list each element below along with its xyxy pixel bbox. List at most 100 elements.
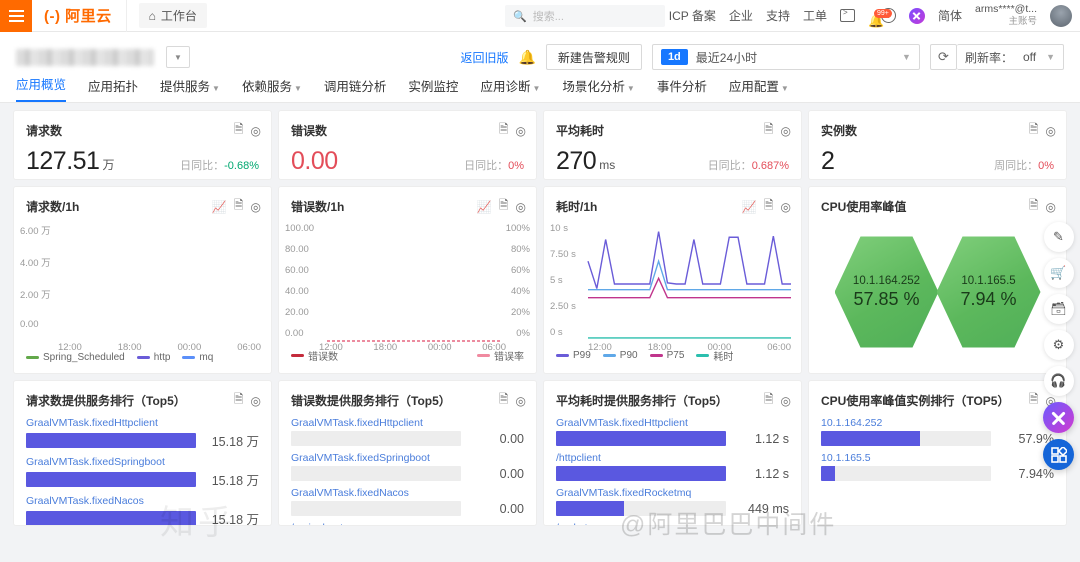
- ranking-item-name[interactable]: /rocketmq: [556, 522, 789, 525]
- console-terminal-icon[interactable]: [839, 8, 855, 22]
- topbar-link-icp[interactable]: ICP 备案: [668, 9, 716, 23]
- tab-8[interactable]: 事件分析: [657, 76, 707, 102]
- tab-7[interactable]: 场景化分析 ▼: [562, 76, 634, 102]
- tab-6[interactable]: 应用诊断 ▼: [480, 76, 540, 102]
- account-menu[interactable]: arms****@t... 主账号: [975, 3, 1037, 28]
- ranking-item-name[interactable]: GraalVMTask.fixedNacos: [291, 487, 409, 499]
- document-icon[interactable]: 🗎: [763, 392, 774, 406]
- ranking-item-name[interactable]: 10.1.164.252: [821, 417, 883, 429]
- close-rail-icon[interactable]: [1043, 402, 1074, 433]
- legend-item[interactable]: P75: [649, 350, 684, 361]
- document-icon[interactable]: 🗎: [498, 122, 509, 136]
- eye-icon[interactable]: ◎: [1045, 123, 1056, 138]
- ranking-item-name[interactable]: GraalVMTask.fixedRocketmq: [556, 487, 692, 499]
- ranking-item-name[interactable]: /httpclient: [556, 452, 601, 464]
- tab-9[interactable]: 应用配置 ▼: [729, 76, 789, 102]
- tab-0[interactable]: 应用概览: [16, 74, 67, 102]
- account-type: 主账号: [1008, 16, 1037, 28]
- language-switch[interactable]: 简体: [937, 9, 962, 23]
- alert-bell-icon[interactable]: 🔔: [518, 48, 536, 65]
- new-alert-rule-button[interactable]: 新建告警规则: [545, 44, 642, 70]
- legend-item[interactable]: mq: [182, 352, 213, 363]
- eye-icon[interactable]: ◎: [780, 123, 791, 138]
- eye-icon[interactable]: ◎: [250, 393, 261, 408]
- time-range-picker[interactable]: 1d 最近24小时 ▼: [651, 44, 920, 70]
- chart-title: 耗时/1h: [556, 200, 598, 214]
- avatar[interactable]: [1050, 4, 1072, 27]
- document-icon[interactable]: 🗎: [1028, 122, 1039, 136]
- legend-item[interactable]: P99: [556, 350, 591, 361]
- document-icon[interactable]: 🗎: [1028, 198, 1039, 212]
- ranking-item-name[interactable]: GraalVMTask.fixedHttpclient: [556, 417, 688, 429]
- application-switcher-button[interactable]: ▼: [166, 46, 190, 68]
- y-tick: 7.50 s: [550, 249, 576, 260]
- cpu-hex-cell[interactable]: 10.1.164.252 57.85 %: [834, 236, 939, 348]
- ranking-list: GraalVMTask.fixedHttpclient 0.00 GraalVMTa…: [279, 411, 536, 525]
- aliyun-logo[interactable]: (-) 阿里云: [32, 0, 127, 32]
- ranking-bar-track: [821, 431, 991, 446]
- x-tick: 18:00: [647, 342, 672, 353]
- ranking-item-name[interactable]: GraalVMTask.fixedHttpclient: [291, 417, 423, 429]
- cpu-hex-cell[interactable]: 10.1.165.5 7.94 %: [936, 236, 1041, 348]
- cart-icon[interactable]: 🛒: [1043, 258, 1074, 288]
- kpi-comparison: 日同比：0.687%: [708, 157, 789, 173]
- legend-item[interactable]: 错误数: [291, 348, 338, 363]
- gear-icon[interactable]: ⚙: [1043, 330, 1074, 360]
- workbench-link[interactable]: ⌂ 工作台: [138, 3, 207, 28]
- ranking-item-name[interactable]: /springboot: [291, 522, 524, 525]
- legend-item[interactable]: 耗时: [696, 348, 733, 363]
- headset-icon[interactable]: 🎧: [1043, 366, 1074, 396]
- ranking-item-name[interactable]: GraalVMTask.fixedNacos: [26, 495, 144, 507]
- topbar-link-ticket[interactable]: 工单: [802, 9, 827, 23]
- document-icon[interactable]: 🗎: [498, 198, 509, 212]
- legend-item[interactable]: Spring_Scheduled: [26, 352, 125, 363]
- legend-label: 耗时: [713, 352, 734, 363]
- menu-toggle-button[interactable]: [0, 0, 32, 32]
- eye-icon[interactable]: ◎: [1045, 199, 1056, 214]
- ranking-card-header: 平均耗时提供服务排行（Top5） 🗎 ◎: [544, 381, 801, 411]
- document-icon[interactable]: 🗎: [1028, 392, 1039, 406]
- ranking-item-name[interactable]: GraalVMTask.fixedHttpclient: [26, 417, 158, 429]
- document-icon[interactable]: 🗎: [233, 122, 244, 136]
- document-icon[interactable]: 🗎: [763, 122, 774, 136]
- eye-icon[interactable]: ◎: [1045, 393, 1056, 408]
- eye-icon[interactable]: ◎: [515, 123, 526, 138]
- legend-item[interactable]: P90: [602, 350, 638, 361]
- global-search[interactable]: 🔍 搜索...: [505, 5, 665, 27]
- refresh-button[interactable]: ⟳: [929, 44, 957, 70]
- tab-3[interactable]: 依赖服务 ▼: [242, 76, 302, 102]
- document-icon[interactable]: 🗎: [233, 392, 244, 406]
- eye-icon[interactable]: ◎: [515, 393, 526, 408]
- ticket-icon[interactable]: 🗃: [1043, 294, 1074, 324]
- chart-legend: P99 P90 P75 耗时: [556, 348, 789, 363]
- ranking-item-name[interactable]: 10.1.165.5: [821, 452, 871, 464]
- eye-icon[interactable]: ◎: [515, 199, 526, 214]
- document-icon[interactable]: 🗎: [498, 392, 509, 406]
- eye-icon[interactable]: ◎: [250, 199, 261, 214]
- topbar-link-enterprise[interactable]: 企业: [728, 9, 753, 23]
- eye-icon[interactable]: ◎: [250, 123, 261, 138]
- document-icon[interactable]: 🗎: [233, 198, 244, 212]
- chart-icon[interactable]: 📈: [476, 199, 492, 214]
- refresh-rate-select[interactable]: 刷新率： off ▼: [956, 44, 1064, 70]
- eye-icon[interactable]: ◎: [780, 199, 791, 214]
- tab-1[interactable]: 应用拓扑: [88, 76, 138, 102]
- back-to-old-version-link[interactable]: 返回旧版: [460, 50, 509, 65]
- assistant-x-icon[interactable]: [908, 7, 925, 24]
- chart-icon[interactable]: 📈: [741, 199, 757, 214]
- legend-item[interactable]: http: [136, 352, 170, 363]
- tab-4[interactable]: 调用链分析: [324, 76, 387, 102]
- eye-icon[interactable]: ◎: [780, 393, 791, 408]
- topbar-link-support[interactable]: 支持: [765, 9, 790, 23]
- x-tick: 18:00: [117, 342, 142, 353]
- document-icon[interactable]: 🗎: [763, 198, 774, 212]
- chart-icon[interactable]: 📈: [211, 199, 227, 214]
- tab-2[interactable]: 提供服务 ▼: [160, 76, 220, 102]
- pencil-icon[interactable]: ✎: [1043, 222, 1074, 252]
- qrcode-icon[interactable]: [1043, 439, 1074, 470]
- legend-item[interactable]: 错误率: [477, 348, 524, 363]
- tab-5[interactable]: 实例监控: [408, 76, 458, 102]
- ranking-item-name[interactable]: GraalVMTask.fixedSpringboot: [26, 456, 165, 468]
- ranking-item-value: 57.9%: [1018, 431, 1054, 446]
- ranking-item-name[interactable]: GraalVMTask.fixedSpringboot: [291, 452, 430, 464]
